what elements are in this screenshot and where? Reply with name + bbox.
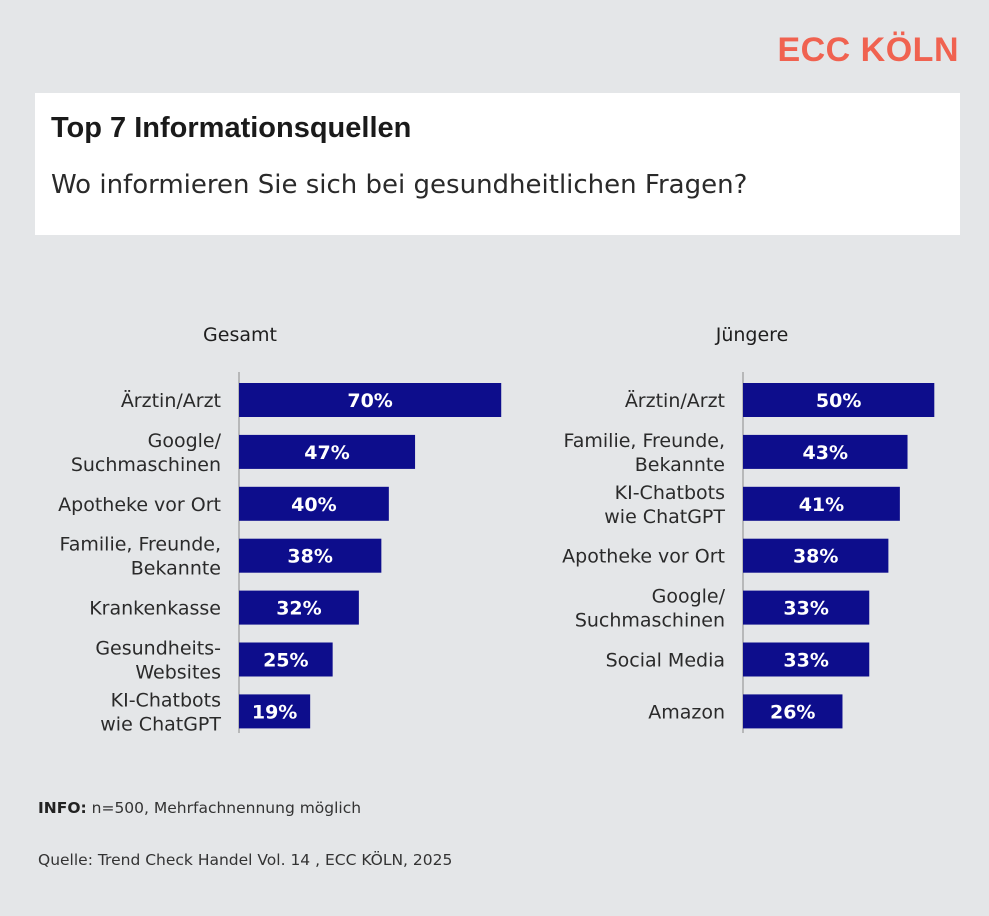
category-label: Krankenkasse	[89, 598, 221, 620]
data-label: 50%	[816, 390, 861, 412]
data-label: 25%	[263, 650, 308, 672]
data-label: 33%	[783, 598, 828, 620]
bar	[743, 590, 870, 625]
bar	[239, 538, 382, 573]
data-label: 41%	[799, 494, 844, 516]
bar	[743, 486, 900, 521]
category-label: Suchmaschinen	[575, 610, 725, 632]
category-label: Google/	[652, 586, 726, 608]
bar	[743, 642, 870, 677]
category-label: Websites	[135, 662, 221, 684]
category-label: Gesundheits-	[95, 638, 221, 660]
bar	[239, 383, 502, 417]
brand-logo: ECC KÖLN	[777, 31, 959, 69]
category-label: KI-Chatbots	[111, 689, 221, 711]
category-label: Social Media	[606, 650, 725, 672]
category-label: Ärztin/Arzt	[625, 389, 725, 412]
data-label: 19%	[252, 701, 297, 723]
data-label: 70%	[347, 390, 392, 412]
bar	[239, 486, 389, 521]
category-label: Apotheke vor Ort	[562, 546, 725, 568]
bar	[743, 694, 843, 729]
category-label: Familie, Freunde,	[60, 534, 221, 556]
data-label: 26%	[770, 701, 815, 723]
category-label: Google/	[148, 430, 222, 452]
info-text: n=500, Mehrfachnennung möglich	[86, 799, 362, 817]
data-label: 43%	[803, 442, 848, 464]
bar	[239, 642, 333, 677]
title-box: Top 7 Informationsquellen Wo informieren…	[35, 93, 960, 235]
chart-title: Top 7 Informationsquellen	[51, 112, 412, 144]
bar	[743, 383, 935, 417]
bar	[743, 538, 889, 573]
bar	[239, 694, 311, 729]
panel-title: Jüngere	[715, 324, 789, 346]
category-label: Familie, Freunde,	[564, 430, 725, 452]
chart-subtitle: Wo informieren Sie sich bei gesundheitli…	[51, 170, 748, 200]
bar	[239, 434, 416, 469]
panel-title: Gesamt	[203, 324, 277, 346]
data-label: 33%	[783, 650, 828, 672]
category-label: Bekannte	[635, 454, 725, 476]
bar	[743, 434, 908, 469]
info-note: INFO: n=500, Mehrfachnennung möglich	[38, 797, 361, 819]
category-label: Amazon	[648, 701, 725, 723]
data-label: 47%	[304, 442, 349, 464]
data-label: 38%	[793, 546, 838, 568]
category-label: wie ChatGPT	[100, 713, 221, 735]
category-label: Ärztin/Arzt	[121, 389, 221, 412]
data-label: 40%	[291, 494, 336, 516]
category-label: Bekannte	[131, 558, 221, 580]
data-label: 38%	[287, 546, 332, 568]
info-label: INFO:	[38, 799, 87, 817]
category-label: wie ChatGPT	[604, 506, 725, 528]
source-note: Quelle: Trend Check Handel Vol. 14 , ECC…	[38, 851, 453, 869]
bar	[239, 590, 359, 625]
category-label: Suchmaschinen	[71, 454, 221, 476]
data-label: 32%	[276, 598, 321, 620]
category-label: KI-Chatbots	[615, 482, 725, 504]
category-label: Apotheke vor Ort	[58, 494, 221, 516]
